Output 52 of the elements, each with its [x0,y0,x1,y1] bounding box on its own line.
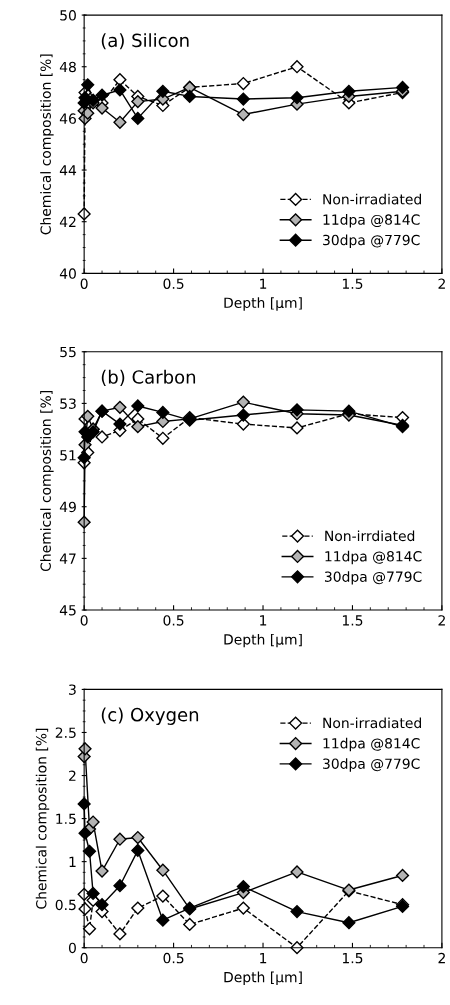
y-tick-label: 44 [59,165,77,176]
y-tick-label: 50 [60,10,76,21]
x-tick-label: 1.5 [342,615,363,626]
text: (a) Silicon [101,33,189,50]
x-tick-label: 0.5 [163,615,184,626]
x-tick-label: 2 [438,615,445,626]
y-tick-label: 46 [59,113,76,124]
x-axis-title: Depth [µm] [224,633,302,648]
x-axis-title: Depth [µm] [224,297,302,311]
legend-label: Non-irradiated [323,717,421,729]
y-tick-label: 2 [69,770,76,781]
y-tick-label: 1 [69,856,76,867]
x-tick-label: 1 [260,615,267,626]
y-tick-label: 47 [59,553,76,564]
x-tick-label: 1.5 [342,278,363,289]
y-axis-title: Chemical composition [%] [35,728,50,909]
y-tick-label: 2.5 [55,727,76,738]
y-tick-label: 51 [60,450,76,461]
legend-label: 30dpa @779C [323,758,420,772]
legend-label: 30dpa @779C [324,571,422,585]
y-tick-label: 55 [60,346,76,358]
x-tick-label: 1 [260,278,267,289]
y-axis-title: Chemical composition [%] [40,54,54,235]
y-tick-label: 49 [59,501,76,513]
legend-label: 30dpa @779C [323,234,420,248]
x-axis-title: Depth [µm] [224,971,302,986]
legend-label: Non-irradiated [323,193,421,205]
y-axis-title: Chemical composition [%] [40,391,54,572]
y-tick-label: 42 [59,216,76,227]
y-tick-label: 48 [59,61,76,73]
x-tick-label: 0.5 [163,278,184,289]
x-tick-label: 1 [260,953,267,964]
x-tick-label: 0 [80,278,88,289]
legend-label: 11dpa @814C [323,214,420,228]
x-tick-label: 2 [438,952,445,964]
y-tick-label: 0 [68,942,76,954]
legend-label: Non-irrdiated [325,530,415,542]
x-tick-label: 0 [80,952,88,964]
y-tick-label: 0.5 [55,899,76,911]
y-tick-label: 3 [69,684,76,695]
x-tick-label: 0 [80,615,88,626]
x-tick-label: 1.5 [342,953,363,964]
x-tick-label: 0.5 [163,952,184,964]
text: (c) Oxygen [101,707,199,725]
legend-label: 11dpa @814C [325,550,422,565]
legend-label: 11dpa @814C [323,737,420,752]
y-tick-label: 53 [60,398,76,409]
text: (b) Carbon [101,369,196,386]
y-tick-label: 45 [59,605,76,616]
y-tick-label: 40 [59,268,76,279]
x-tick-label: 2 [438,278,445,289]
y-tick-label: 1.5 [56,813,76,825]
